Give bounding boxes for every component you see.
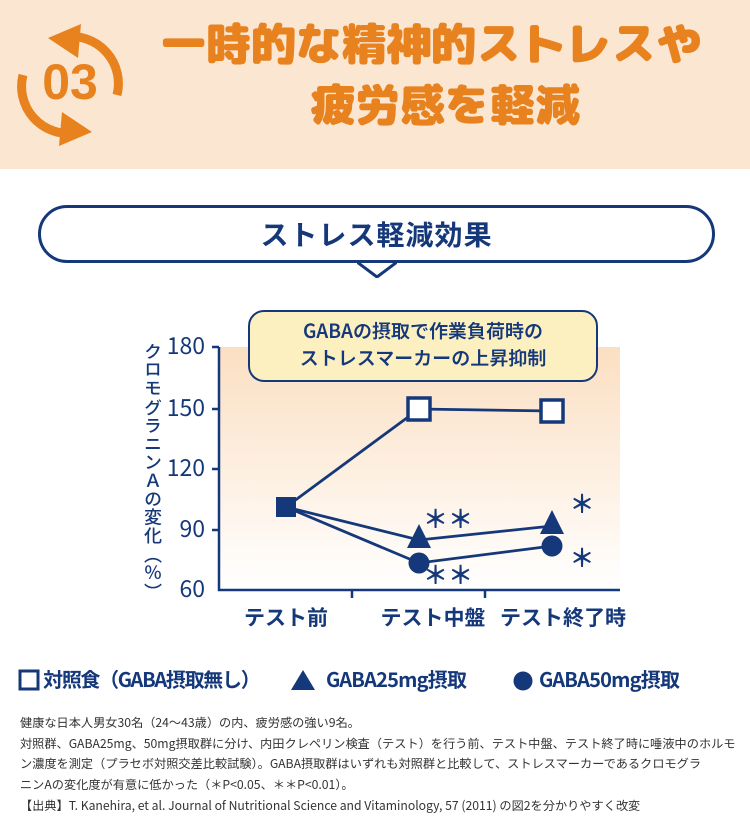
svg-text:テスト前: テスト前	[244, 602, 328, 632]
svg-text:180: 180	[167, 327, 205, 361]
svg-text:90: 90	[179, 510, 205, 544]
svg-text:テスト終了時: テスト終了時	[500, 602, 626, 632]
svg-text:120: 120	[167, 449, 205, 483]
svg-text:60: 60	[179, 570, 205, 604]
svg-text:150: 150	[167, 389, 205, 423]
svg-text:＊: ＊	[569, 539, 594, 575]
svg-text:＊＊: ＊＊	[423, 556, 473, 592]
svg-text:＊＊: ＊＊	[423, 500, 473, 536]
svg-text:GABA25mg摂取: GABA25mg摂取	[326, 664, 468, 693]
svg-text:対照食（GABA摂取無し）: 対照食（GABA摂取無し）	[43, 664, 259, 693]
svg-text:テスト中盤: テスト中盤	[381, 602, 486, 632]
svg-text:＊: ＊	[569, 485, 594, 521]
svg-text:GABA50mg摂取: GABA50mg摂取	[539, 664, 681, 693]
